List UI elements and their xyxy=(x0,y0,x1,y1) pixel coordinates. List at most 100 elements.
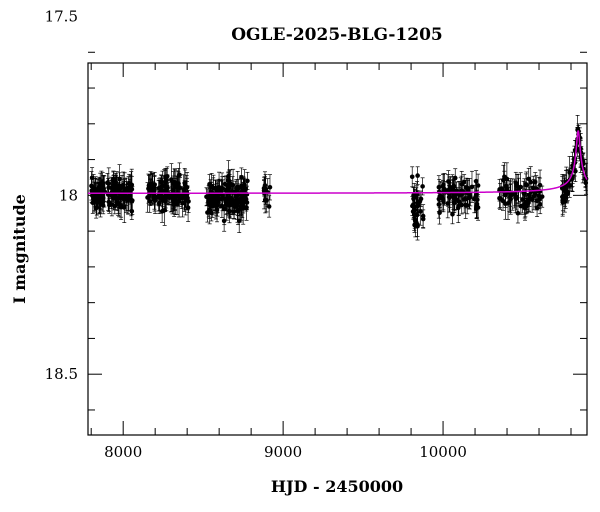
point-marker xyxy=(146,186,151,191)
data-point xyxy=(90,191,96,214)
data-point xyxy=(409,166,415,188)
point-marker xyxy=(565,189,570,195)
data-point xyxy=(565,183,570,201)
point-marker xyxy=(227,198,232,204)
data-point xyxy=(146,173,151,204)
data-point xyxy=(156,188,162,207)
point-marker xyxy=(94,205,100,210)
point-marker xyxy=(164,174,170,179)
plot-frame xyxy=(87,62,588,436)
point-marker xyxy=(174,184,180,189)
point-marker xyxy=(267,185,273,190)
point-marker xyxy=(123,195,129,201)
point-marker xyxy=(533,186,539,191)
data-point xyxy=(452,168,458,188)
data-point xyxy=(227,185,232,217)
data-point xyxy=(94,178,100,204)
point-marker xyxy=(522,205,528,211)
point-marker xyxy=(209,184,214,190)
point-marker xyxy=(537,202,543,207)
point-marker xyxy=(213,202,219,207)
data-point xyxy=(504,178,509,194)
point-marker xyxy=(207,202,212,208)
point-marker xyxy=(105,180,110,186)
data-point xyxy=(232,198,237,215)
x-tick-label: 10000 xyxy=(419,443,467,461)
data-point xyxy=(127,179,133,212)
point-marker xyxy=(111,176,116,182)
point-marker xyxy=(411,212,417,218)
data-point xyxy=(184,175,189,201)
data-point xyxy=(266,195,272,218)
point-marker xyxy=(129,186,135,192)
data-point xyxy=(463,191,469,219)
point-marker xyxy=(233,194,239,199)
data-point xyxy=(468,187,473,207)
data-point xyxy=(559,180,565,197)
point-marker xyxy=(94,188,100,194)
point-marker xyxy=(171,202,177,207)
point-marker xyxy=(117,176,122,182)
point-marker xyxy=(475,197,480,203)
point-marker xyxy=(508,196,513,202)
point-marker xyxy=(236,218,242,224)
data-point xyxy=(219,193,225,218)
point-marker xyxy=(415,203,421,208)
data-point xyxy=(149,173,155,204)
point-marker xyxy=(560,199,566,205)
data-point xyxy=(526,193,531,213)
x-tick-label: 8000 xyxy=(104,443,142,461)
data-point xyxy=(533,175,539,202)
point-marker xyxy=(440,184,446,190)
y-tick-label: 18 xyxy=(59,186,78,204)
axis-tick-labels: 8000 9000 10000 17.5 18 18.5 xyxy=(45,8,467,462)
point-marker xyxy=(97,192,103,198)
data-point xyxy=(411,198,417,231)
point-marker xyxy=(89,188,95,194)
point-marker xyxy=(239,203,245,209)
point-marker xyxy=(420,184,425,189)
data-point xyxy=(522,178,527,210)
point-marker xyxy=(420,216,426,222)
point-marker xyxy=(497,196,503,201)
point-marker xyxy=(450,211,455,217)
point-marker xyxy=(468,194,473,200)
point-marker xyxy=(528,179,534,185)
point-marker xyxy=(452,175,458,181)
data-point xyxy=(441,190,446,213)
point-marker xyxy=(539,194,545,199)
data-point xyxy=(170,188,176,205)
point-marker xyxy=(152,197,157,202)
point-marker xyxy=(513,195,518,201)
point-marker xyxy=(221,218,227,224)
point-marker xyxy=(409,174,415,180)
data-point xyxy=(560,189,566,215)
point-marker xyxy=(515,210,521,216)
point-marker xyxy=(437,193,443,199)
data-point xyxy=(230,168,236,202)
data-point xyxy=(415,194,421,216)
data-point xyxy=(520,185,525,214)
point-marker xyxy=(130,198,135,203)
point-marker xyxy=(520,197,525,202)
point-marker xyxy=(89,175,95,181)
data-point xyxy=(129,175,135,203)
point-marker xyxy=(522,191,527,197)
point-marker xyxy=(523,182,529,187)
point-marker xyxy=(209,210,214,216)
data-point xyxy=(113,188,119,206)
data-point xyxy=(243,180,249,198)
data-point xyxy=(513,182,518,214)
data-point xyxy=(534,198,540,217)
point-marker xyxy=(113,194,119,200)
data-point xyxy=(207,196,212,214)
point-marker xyxy=(446,194,452,200)
data-point xyxy=(209,173,214,201)
data-point xyxy=(503,187,508,220)
point-marker xyxy=(230,182,236,188)
data-point xyxy=(89,167,95,189)
data-point xyxy=(437,181,443,211)
data-point xyxy=(415,212,420,241)
point-marker xyxy=(242,182,247,188)
data-point xyxy=(214,197,220,223)
